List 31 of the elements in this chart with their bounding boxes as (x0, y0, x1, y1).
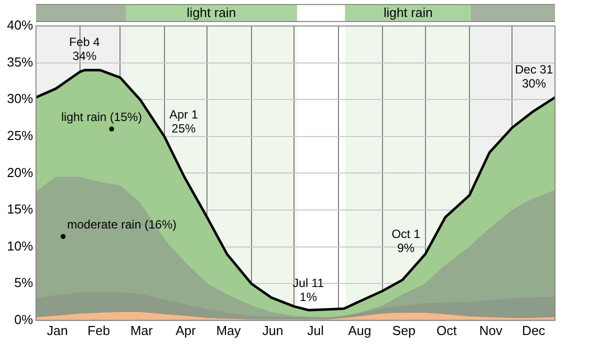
y-tick-label: 40% (6, 18, 34, 33)
annotation: moderate rain (16%) (67, 217, 176, 232)
y-tick-label: 10% (6, 238, 34, 254)
y-tick-label: 0% (14, 312, 34, 327)
x-tick-label: Jul (307, 322, 324, 338)
y-tick-label: 30% (6, 91, 34, 106)
x-tick-label: Nov (479, 322, 503, 338)
x-tick-label: Jan (46, 322, 68, 338)
annotation: Dec 31 30% (514, 62, 554, 90)
annotation: Apr 1 25% (169, 107, 198, 136)
y-tick-label: 15% (6, 202, 34, 217)
x-tick-label: Aug (348, 322, 372, 338)
y-tick-label: 35% (6, 54, 34, 70)
x-tick-label: Mar (130, 322, 154, 338)
x-tick-label: Oct (436, 322, 458, 338)
x-tick-label: Feb (88, 322, 110, 338)
y-tick-label: 25% (6, 128, 34, 143)
annotation: Jul 11 1% (292, 276, 324, 304)
x-tick-label: Jun (262, 322, 284, 338)
x-tick-label: Sep (392, 322, 416, 338)
annotation: Oct 1 9% (392, 227, 421, 256)
y-tick-label: 20% (6, 164, 34, 180)
band-label: light rain (345, 5, 471, 21)
band-label: light rain (126, 5, 297, 21)
x-tick-label: Dec (522, 322, 546, 338)
y-tick-label: 5% (14, 275, 34, 290)
x-tick-label: May (216, 322, 242, 338)
annotation: Feb 4 34% (69, 35, 100, 64)
annotation: light rain (15%) (61, 110, 142, 124)
condition-strip: light rain light rain (36, 4, 555, 22)
x-tick-label: Apr (176, 322, 197, 338)
